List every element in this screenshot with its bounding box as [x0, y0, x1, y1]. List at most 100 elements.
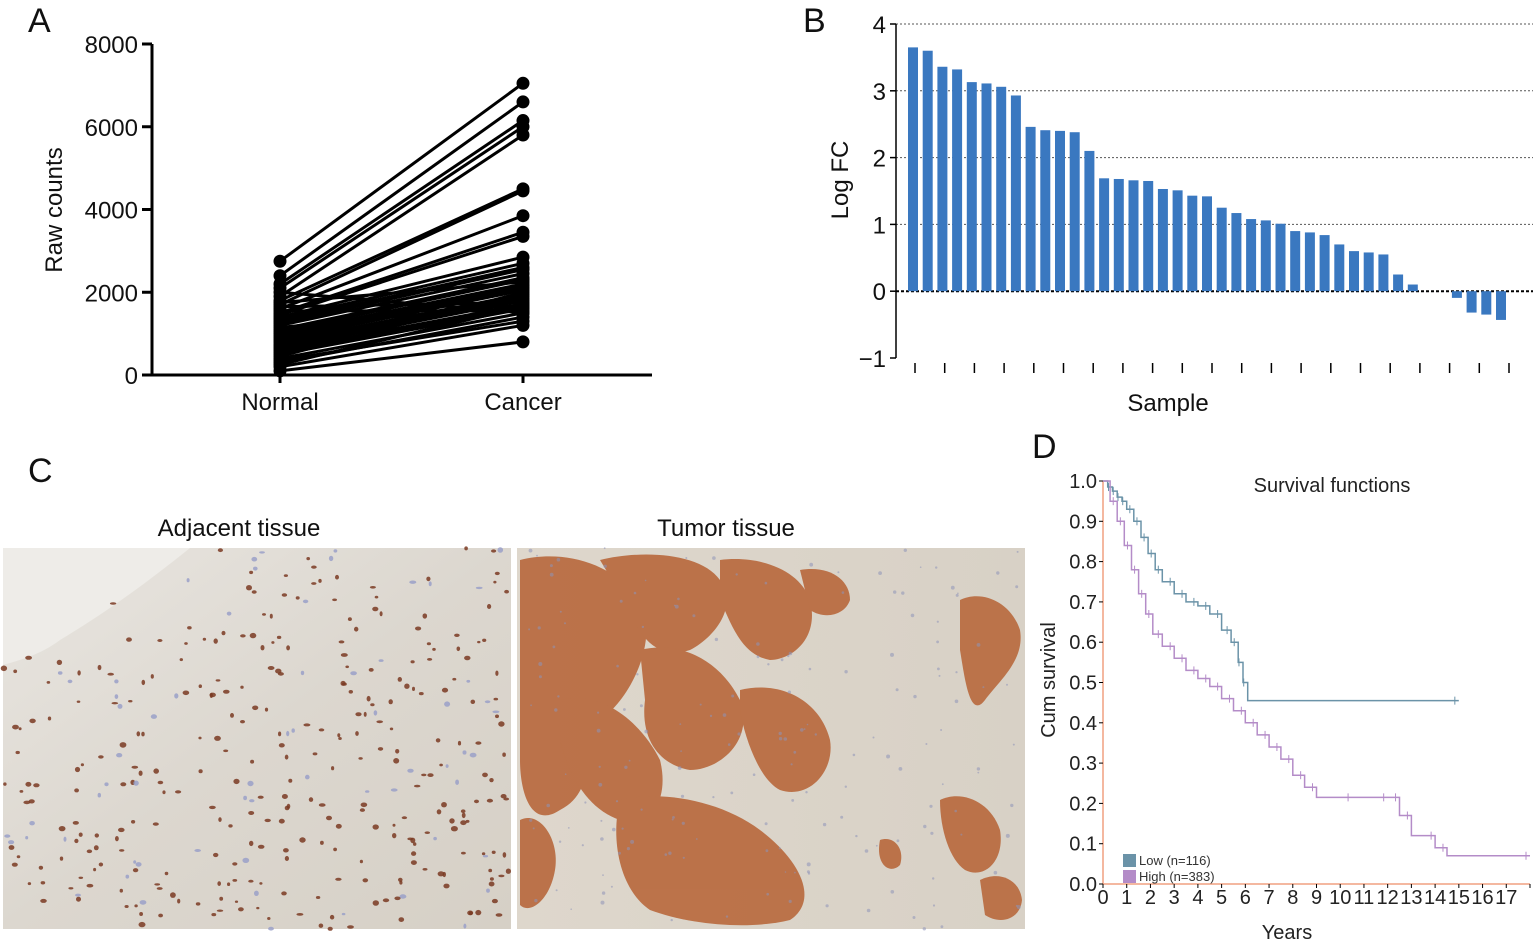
tumor-background-dot: [765, 849, 769, 853]
panel-a-normal-point: [273, 358, 287, 372]
adjacent-stain-dot: [411, 851, 417, 856]
adjacent-stain-dot: [427, 773, 434, 777]
panel-a-normal-point: [273, 320, 287, 334]
adjacent-stain-dot: [74, 766, 81, 773]
panel-b-bar: [1187, 195, 1198, 292]
adjacent-stain-dot: [461, 851, 466, 855]
panel-a-cancer-point: [516, 298, 530, 312]
adjacent-stain-dot: [393, 758, 400, 764]
adjacent-stain-dot: [428, 581, 432, 587]
adjacent-stain-dot: [240, 720, 245, 724]
tumor-background-dot: [668, 851, 672, 855]
adjacent-stain-dot: [86, 883, 94, 888]
adjacent-stain-dot: [335, 574, 339, 580]
tumor-background-dot: [976, 767, 981, 771]
adjacent-stain-dot: [395, 749, 400, 754]
adjacent-stain-dot: [267, 666, 275, 670]
tumor-background-dot: [930, 831, 934, 835]
panel-b-bar: [1128, 180, 1139, 292]
adjacent-stain-dot: [251, 556, 258, 562]
tumor-background-dot: [932, 877, 935, 880]
adjacent-stain-dot: [392, 833, 397, 839]
adjacent-stain-dot: [198, 769, 203, 774]
panel-b-x-axis-label: Sample: [1127, 390, 1208, 417]
adjacent-stain-dot: [226, 611, 232, 616]
tumor-background-dot: [890, 890, 895, 894]
panel-a-cancer-point: [516, 128, 530, 142]
adjacent-stain-dot: [76, 700, 81, 703]
panel-b-bar: [996, 86, 1007, 292]
panel-d-x-tick-label: 3: [1169, 887, 1180, 909]
panel-a-cancer-point: [516, 184, 530, 198]
adjacent-stain-dot: [58, 826, 66, 832]
adjacent-stain-dot: [214, 735, 221, 741]
panel-a-paired-line: [279, 187, 524, 302]
adjacent-stain-dot: [249, 632, 257, 639]
adjacent-stain-dot: [335, 823, 342, 829]
panel-d-axes: 0.00.10.20.30.40.50.60.70.80.91.00 1 2 3 4 5 6…: [1069, 471, 1531, 909]
adjacent-stain-dot: [410, 660, 415, 664]
adjacent-stain-dot: [474, 799, 479, 804]
adjacent-stain-dot: [366, 695, 371, 702]
tumor-background-dot: [756, 642, 760, 646]
panel-a-cancer-point: [516, 335, 530, 349]
adjacent-stain-dot: [362, 878, 369, 883]
tumor-background-dot: [695, 838, 698, 840]
adjacent-stain-dot: [328, 555, 334, 562]
panel-a-y-tick-label: 6000: [85, 115, 138, 142]
panel-b-bar: [1113, 178, 1124, 292]
tumor-background-dot: [806, 723, 809, 726]
adjacent-stain-dot: [456, 646, 461, 652]
adjacent-stain-dot: [57, 671, 63, 675]
tumor-background-dot: [766, 892, 769, 896]
adjacent-stain-dot: [397, 677, 402, 682]
panel-b-bar: [1466, 291, 1477, 313]
adjacent-stain-dot: [320, 840, 324, 845]
tumor-background-dot: [633, 591, 637, 595]
tumor-background-dot: [619, 599, 623, 603]
panel-a-paired-line: [279, 290, 524, 358]
tumor-background-dot: [803, 728, 806, 730]
adjacent-stain-dot: [350, 671, 357, 676]
adjacent-stain-dot: [233, 778, 240, 785]
adjacent-stain-dot: [441, 687, 449, 693]
panel-d-title: Survival functions: [1254, 475, 1411, 497]
adjacent-stain-dot: [29, 718, 36, 724]
panel-a-cancer-point: [516, 229, 530, 243]
adjacent-stain-dot: [8, 840, 15, 845]
panel-a-paired-line: [279, 323, 524, 369]
adjacent-stain-dot: [296, 913, 304, 916]
tumor-background-dot: [552, 645, 556, 649]
tumor-background-dot: [581, 844, 584, 847]
tumor-background-dot: [714, 637, 719, 642]
adjacent-stain-dot: [278, 743, 285, 748]
panel-b-bar: [1363, 252, 1374, 292]
panel-b-y-tick-label: 1: [873, 212, 886, 239]
tumor-background-dot: [937, 667, 940, 671]
adjacent-stain-dot: [413, 842, 417, 846]
adjacent-stain-dot: [278, 818, 285, 824]
adjacent-stain-dot: [260, 645, 265, 651]
adjacent-stain-dot: [252, 705, 259, 711]
panel-d-survival-curves: [1103, 480, 1530, 860]
adjacent-stain-dot: [484, 700, 491, 704]
adjacent-stain-dot: [28, 799, 35, 804]
tumor-background-dot: [670, 918, 673, 922]
tumor-background-dot: [600, 900, 605, 905]
adjacent-stain-dot: [195, 902, 201, 906]
panel-b-bar: [1275, 223, 1286, 292]
adjacent-stain-dot: [333, 847, 337, 852]
adjacent-stain-dot: [154, 883, 161, 886]
adjacent-stain-dot: [240, 634, 246, 638]
adjacent-stain-dot: [135, 862, 142, 867]
adjacent-stain-dot: [228, 824, 233, 828]
tumor-background-dot: [536, 554, 538, 557]
tumor-background-dot: [616, 664, 619, 668]
tumor-background-dot: [825, 904, 829, 908]
panel-b-axes: −1 0 1 2 3 4: [859, 12, 1510, 373]
panel-a-paired-line: [279, 189, 524, 307]
adjacent-stain-dot: [247, 780, 254, 787]
adjacent-stain-dot: [259, 882, 263, 885]
adjacent-stain-dot: [13, 669, 18, 674]
tumor-background-dot: [641, 625, 645, 629]
